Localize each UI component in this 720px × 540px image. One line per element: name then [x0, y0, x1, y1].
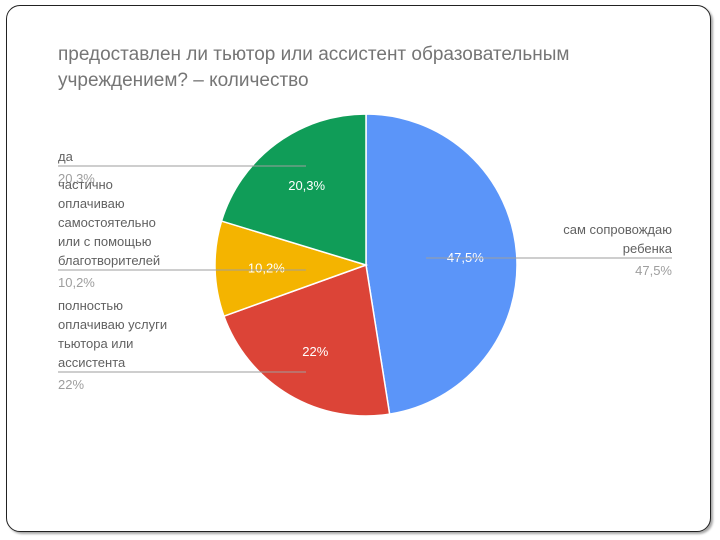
slice-3 [220, 113, 367, 267]
chart-title: предоставлен ли тьютор или ассистент обр… [58, 44, 570, 91]
slice-value-label: 20,3% [288, 178, 325, 193]
callout-label: тьютора или [58, 336, 133, 351]
callout-label: оплачиваю услуги [58, 317, 167, 332]
callout-label: или с помощью [58, 234, 152, 249]
callout-value: 10,2% [58, 275, 95, 290]
slice-value-label: 10,2% [248, 261, 285, 276]
callout-label: благотворителей [58, 253, 160, 268]
callout-value: 22% [58, 377, 84, 392]
callout-label: да [58, 149, 74, 164]
callout-label: сам сопровождаю [563, 222, 672, 237]
callout-label: оплачиваю [58, 196, 125, 211]
slice-1 [222, 263, 391, 417]
callout-label: полностью [58, 298, 123, 313]
callout-label: ассистента [58, 355, 126, 370]
callout-label: частично [58, 177, 113, 192]
callout-value: 20,3% [58, 171, 95, 186]
callout-value: 47,5% [635, 263, 672, 278]
slice-0 [365, 113, 518, 416]
callout-label: ребенка [623, 241, 673, 256]
slice-value-label: 22% [302, 344, 328, 359]
slice-2 [214, 220, 369, 318]
callout-label: самостоятельно [58, 215, 156, 230]
